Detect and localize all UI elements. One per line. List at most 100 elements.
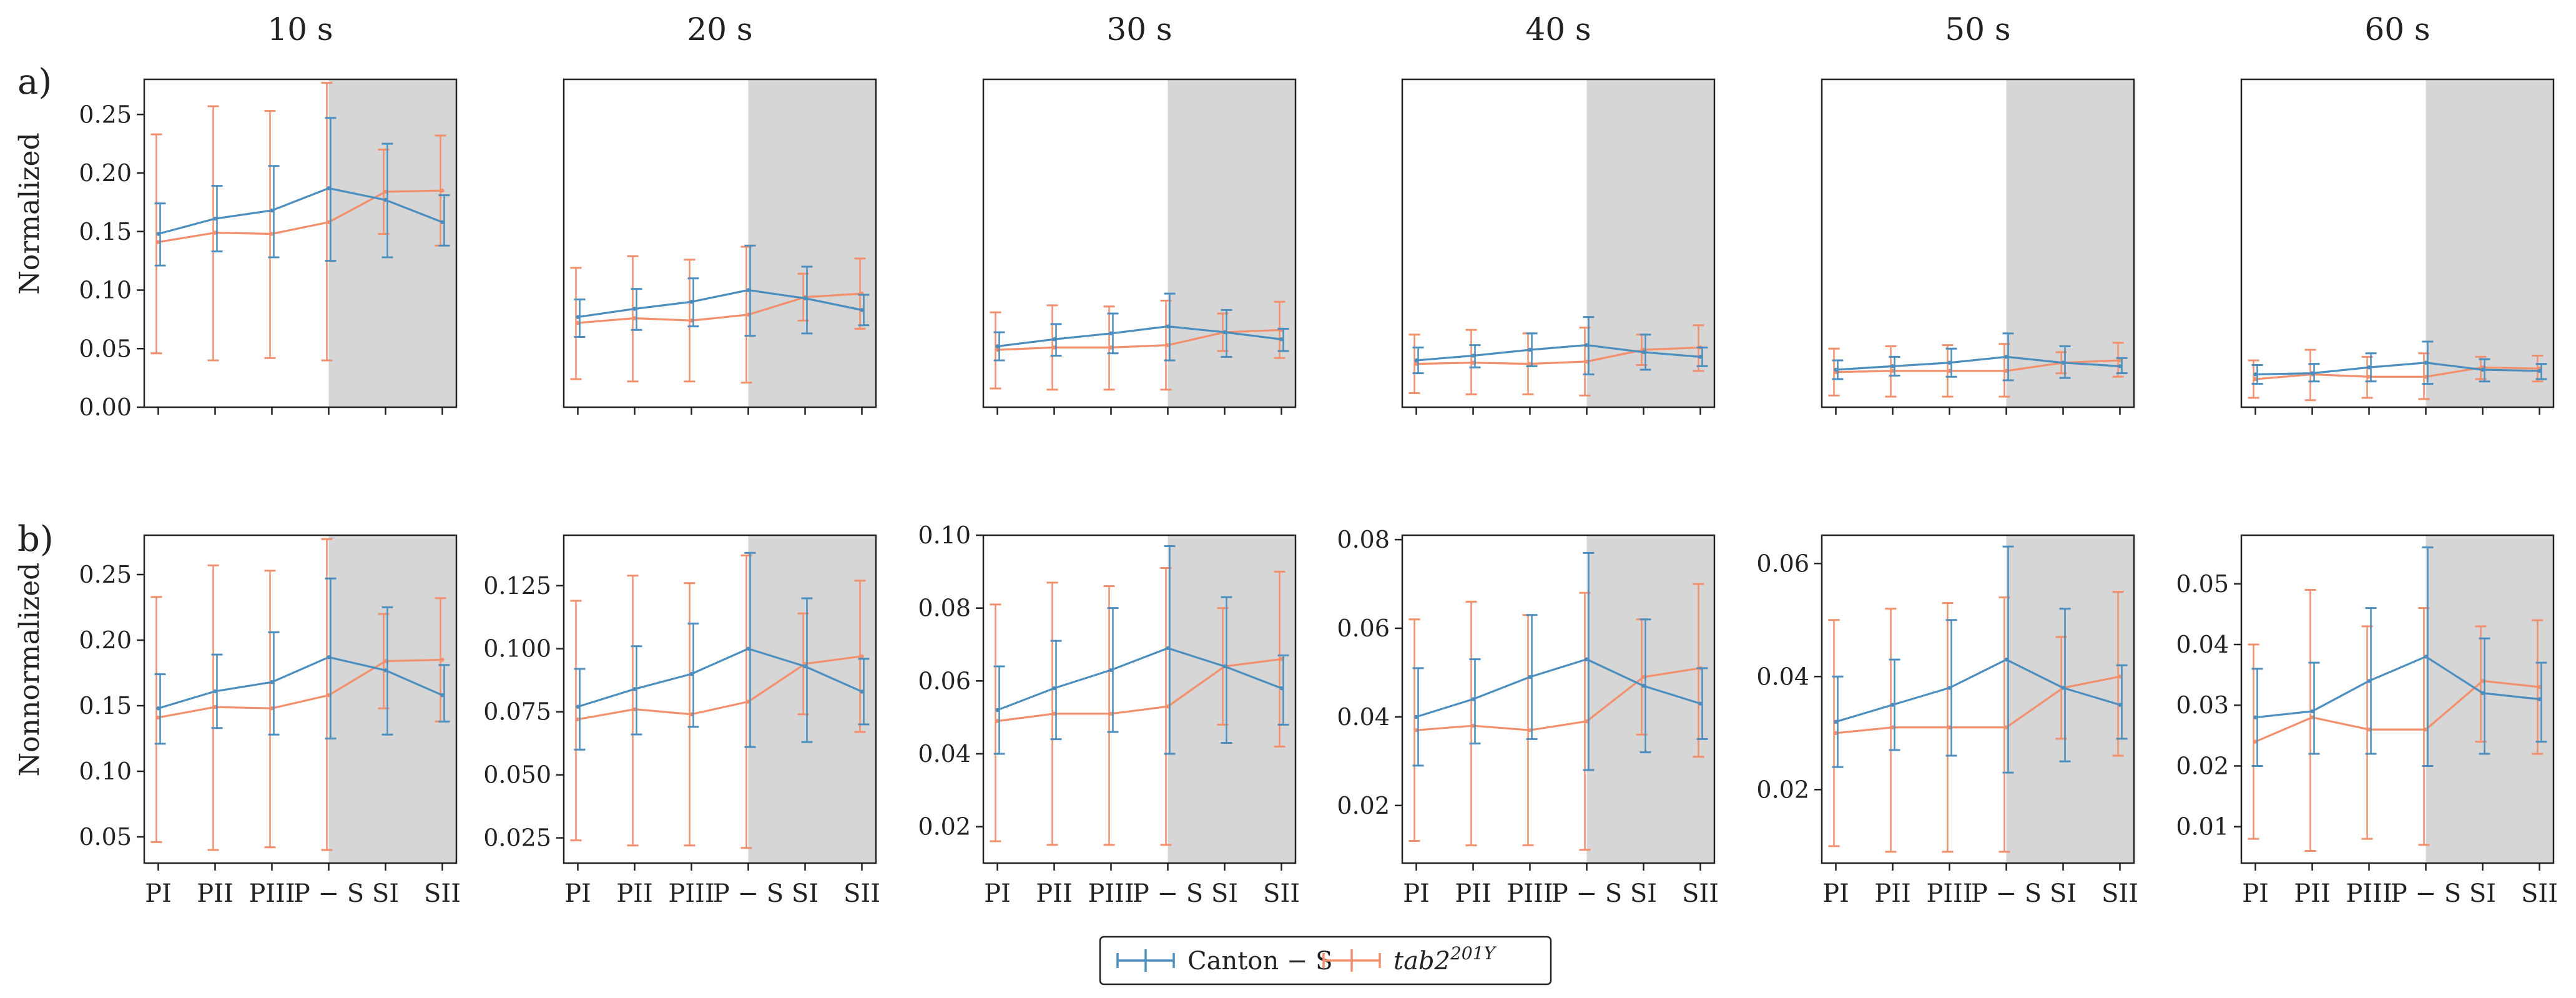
x-tick-label: SI: [1211, 879, 1238, 908]
point-tab2: [995, 347, 1000, 352]
point-canton: [1947, 686, 1952, 690]
x-tick-label: SII: [1263, 879, 1300, 908]
ylabel-normalized: Normalized: [14, 132, 46, 295]
x-tick-label: PIII: [1507, 879, 1553, 908]
x-tick-label: PII: [2294, 879, 2331, 908]
point-canton: [2061, 686, 2065, 690]
point-canton: [576, 315, 580, 319]
x-tick-label: PII: [1036, 879, 1073, 908]
point-canton: [1052, 337, 1056, 342]
point-tab2: [632, 316, 637, 320]
y-tick-label: 0.100: [483, 635, 551, 663]
x-tick-label: SI: [2050, 879, 2077, 908]
x-tick-label: PI: [1403, 879, 1430, 908]
point-tab2: [632, 707, 637, 711]
shaded-region: [748, 79, 876, 407]
point-canton: [2424, 655, 2428, 659]
point-canton: [2310, 371, 2314, 375]
axes-frame: [2240, 78, 2555, 408]
shaded-region: [1168, 79, 1295, 407]
point-canton: [1585, 657, 1589, 661]
series-line-canton: [578, 289, 862, 319]
point-canton: [1109, 331, 1113, 336]
y-tick-label: 0.06: [1337, 615, 1390, 642]
point-canton: [1698, 701, 1703, 706]
x-tick-label: SII: [843, 879, 880, 908]
series-line-canton: [158, 187, 443, 235]
point-tab2: [1528, 728, 1532, 733]
point-tab2: [2310, 715, 2314, 719]
point-canton: [2253, 372, 2258, 377]
y-tick-label: 0.04: [1337, 703, 1390, 731]
point-canton: [1834, 719, 1838, 724]
point-canton: [746, 288, 750, 292]
point-tab2: [689, 319, 694, 323]
y-tick-label: 0.125: [483, 572, 551, 600]
y-tick-label: 0.02: [2176, 752, 2229, 779]
point-tab2: [576, 320, 580, 325]
axes-frame: [143, 534, 458, 864]
y-tick-label: 0.06: [1756, 550, 1809, 577]
y-tick-label: 0.20: [79, 159, 132, 187]
panel-a-6: 60 s: [2240, 11, 2555, 415]
shaded-region: [328, 535, 456, 863]
point-canton: [1109, 668, 1113, 673]
series-line-tab2: [2254, 679, 2540, 743]
x-tick-label: PIII: [668, 879, 714, 908]
panel-title: 30 s: [1106, 11, 1172, 47]
x-tick-label: SI: [2469, 879, 2496, 908]
point-canton: [1834, 367, 1838, 372]
x-tick-label: SII: [1682, 879, 1719, 908]
panel-title: 10 s: [267, 11, 333, 47]
legend-label-tab2-base: tab2: [1394, 947, 1450, 976]
series-line-canton: [1836, 658, 2120, 723]
x-tick-label: SI: [792, 879, 819, 908]
point-tab2: [2537, 684, 2542, 689]
point-canton: [2004, 355, 2008, 359]
x-tick-label: PIII: [248, 879, 295, 908]
series-line-canton: [1836, 355, 2120, 371]
y-tick-label: 0.00: [79, 393, 132, 421]
panels-layer: 0.00 0.05 0.10 0.15 0.20 0.25 10 s 20 s 30 s 40 s…: [79, 11, 2558, 908]
point-canton: [2480, 691, 2485, 695]
point-tab2: [995, 719, 1000, 723]
axes-frame: [1821, 78, 2135, 408]
shaded-region: [2426, 79, 2554, 407]
x-tick-label: PI: [2242, 879, 2269, 908]
x-tick-label: PII: [1874, 879, 1911, 908]
shaded-region: [1168, 535, 1295, 863]
point-tab2: [1279, 657, 1284, 661]
point-canton: [2004, 657, 2008, 662]
point-tab2: [383, 189, 388, 194]
ylabel-nonnormalized: Nonnormalized: [14, 563, 46, 777]
point-canton: [383, 668, 388, 673]
y-tick-label: 0.08: [1337, 526, 1390, 553]
row-label-b: b): [17, 519, 54, 560]
point-tab2: [213, 230, 217, 235]
axes-frame: [2240, 534, 2555, 864]
series-line-tab2: [2255, 366, 2540, 380]
y-tick-label: 0.04: [2176, 631, 2229, 658]
point-canton: [746, 646, 750, 651]
point-canton: [632, 307, 637, 311]
point-tab2: [440, 658, 445, 662]
point-canton: [995, 344, 1000, 348]
point-tab2: [1890, 725, 1895, 729]
series-line-canton: [158, 656, 443, 709]
point-canton: [2537, 368, 2542, 373]
y-tick-label: 0.05: [79, 335, 132, 362]
point-tab2: [1947, 725, 1952, 729]
series-line-tab2: [1416, 667, 1701, 731]
y-tick-label: 0.02: [1337, 792, 1390, 819]
y-tick-label: 0.15: [79, 218, 132, 245]
y-tick-label: 0.025: [483, 824, 551, 852]
point-tab2: [156, 240, 160, 244]
point-canton: [576, 704, 580, 709]
point-canton: [2537, 697, 2542, 701]
point-canton: [1641, 684, 1646, 688]
point-tab2: [2424, 375, 2428, 379]
point-tab2: [1166, 343, 1170, 347]
